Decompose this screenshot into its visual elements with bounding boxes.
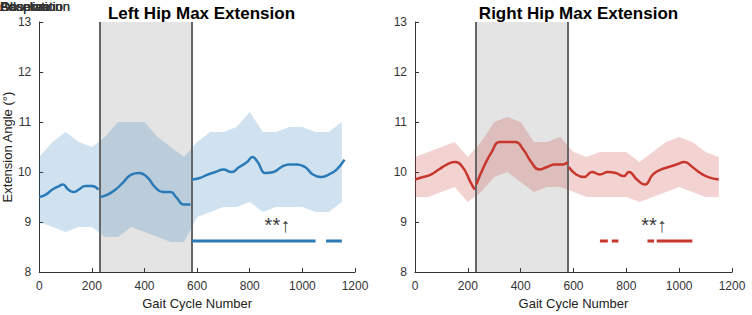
svg-text:**↑: **↑ (265, 214, 291, 236)
svg-text:600: 600 (563, 279, 583, 293)
svg-text:Right Hip Max Extension: Right Hip Max Extension (479, 4, 678, 23)
svg-text:Gait Cycle Number: Gait Cycle Number (519, 296, 629, 311)
svg-text:9: 9 (25, 215, 32, 229)
svg-text:200: 200 (82, 279, 102, 293)
svg-text:8: 8 (400, 265, 407, 279)
svg-text:400: 400 (134, 279, 154, 293)
svg-text:800: 800 (240, 279, 260, 293)
svg-text:Left Hip Max Extension: Left Hip Max Extension (108, 4, 295, 23)
svg-text:12: 12 (18, 65, 32, 79)
svg-text:9: 9 (400, 215, 407, 229)
svg-text:Observation: Observation (0, 0, 70, 14)
svg-text:1200: 1200 (719, 279, 746, 293)
svg-text:11: 11 (19, 115, 32, 129)
svg-text:Gait Cycle Number: Gait Cycle Number (142, 296, 252, 311)
svg-text:800: 800 (616, 279, 636, 293)
svg-text:10: 10 (394, 165, 408, 179)
svg-text:400: 400 (511, 279, 531, 293)
svg-text:600: 600 (187, 279, 207, 293)
svg-text:200: 200 (458, 279, 478, 293)
svg-text:11: 11 (395, 115, 408, 129)
svg-text:1200: 1200 (342, 279, 369, 293)
svg-text:1000: 1000 (289, 279, 316, 293)
svg-text:1000: 1000 (666, 279, 693, 293)
svg-text:0: 0 (36, 279, 43, 293)
svg-text:12: 12 (394, 65, 408, 79)
svg-text:Observation: Observation (0, 0, 70, 14)
svg-text:8: 8 (25, 265, 32, 279)
svg-text:13: 13 (394, 15, 408, 29)
svg-text:13: 13 (18, 15, 32, 29)
svg-text:0: 0 (412, 279, 419, 293)
svg-text:**↑: **↑ (641, 214, 667, 236)
svg-text:10: 10 (18, 165, 32, 179)
svg-text:Extension Angle (°): Extension Angle (°) (0, 92, 15, 203)
